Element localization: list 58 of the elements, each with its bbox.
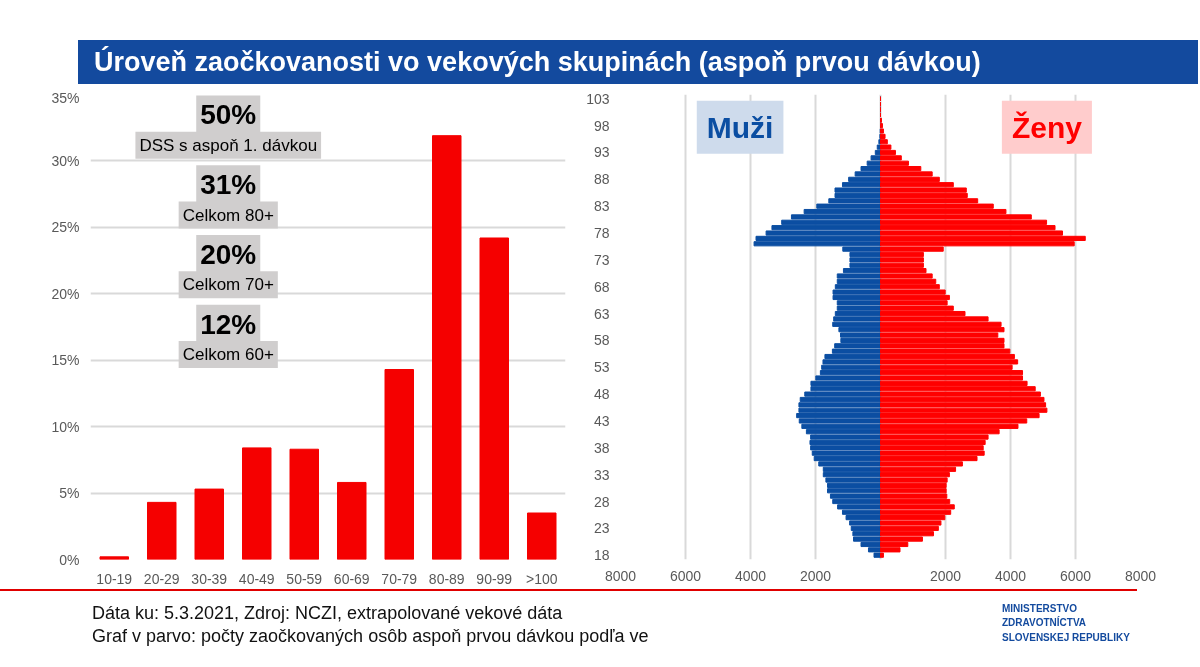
x-tick-label: 20-29 [143, 570, 180, 587]
annotation: 31% [200, 169, 257, 201]
x-tick-label: 40-49 [238, 570, 275, 587]
x-tick-label: 60-69 [333, 570, 370, 587]
y-tick-label: 25% [51, 219, 80, 236]
y-tick-label: 53 [593, 359, 610, 376]
y-tick-label: 68 [593, 278, 610, 295]
annotation: Celkom 70+ [182, 275, 274, 295]
y-tick-label: 38 [593, 439, 610, 456]
y-tick-label: 33 [593, 466, 610, 483]
text: Ženy [1011, 110, 1083, 144]
y-tick-label: 48 [593, 386, 610, 403]
y-tick-label: 83 [593, 198, 610, 215]
text: Dáta ku: 5.3.2021, Zdroj: NCZI, extrapolované vekové dáta [92, 603, 563, 623]
text: MINISTERSTVO ZDRAVOTNÍCTVA SLOVENSKEJ REPUBLIKY [1002, 602, 1131, 645]
y-tick-label: 5% [59, 485, 80, 502]
y-tick-label: 58 [593, 332, 610, 349]
x-tick-label: 90-99 [476, 570, 513, 587]
y-tick-label: 35% [51, 89, 80, 106]
x-tick-label: 50-59 [286, 570, 323, 587]
chart-title: Úroveň zaočkovanosti vo vekových skupinách (aspoň prvou dávkou) [94, 45, 981, 79]
y-tick-label: 73 [593, 251, 610, 268]
text: Muži [706, 110, 774, 144]
annotation: DSS s aspoň 1. dávkou [139, 135, 318, 155]
x-tick-label: 8000 [1124, 567, 1157, 584]
x-tick-label: 30-39 [191, 570, 228, 587]
x-tick-label: 6000 [669, 567, 702, 584]
x-tick-label: >100 [525, 570, 558, 587]
annotation: Celkom 80+ [182, 205, 274, 225]
x-tick-label: 70-79 [381, 570, 418, 587]
y-tick-label: 63 [593, 305, 610, 322]
annotation: 50% [200, 99, 257, 131]
x-tick-label: 2000 [929, 567, 962, 584]
annotation: 20% [200, 238, 257, 270]
y-tick-label: 78 [593, 225, 610, 242]
y-tick-label: 18 [593, 547, 610, 564]
y-tick-label: 93 [593, 144, 610, 161]
text: Graf v parvo: počty zaočkovaných osôb aspoň prvou dávkou podľa ve [92, 626, 649, 646]
x-tick-label: 8000 [604, 567, 637, 584]
y-tick-label: 98 [593, 117, 610, 134]
x-tick-label: 10-19 [96, 570, 133, 587]
y-tick-label: 88 [593, 171, 610, 188]
y-tick-label: 10% [51, 418, 80, 435]
x-tick-label: 80-89 [428, 570, 465, 587]
y-tick-label: 20% [51, 285, 80, 302]
y-tick-label: 15% [51, 352, 80, 369]
y-tick-label: 43 [593, 412, 610, 429]
y-tick-label: 103 [586, 90, 610, 107]
y-tick-label: 23 [593, 520, 610, 537]
y-tick-label: 28 [593, 493, 610, 510]
x-tick-label: 4000 [994, 567, 1027, 584]
x-tick-label: 6000 [1059, 567, 1092, 584]
annotation: Celkom 60+ [182, 345, 274, 365]
x-tick-label: 2000 [799, 567, 832, 584]
x-tick-label: 4000 [734, 567, 767, 584]
y-tick-label: 30% [51, 152, 80, 169]
annotation: 12% [200, 308, 257, 340]
y-tick-label: 0% [59, 551, 80, 568]
